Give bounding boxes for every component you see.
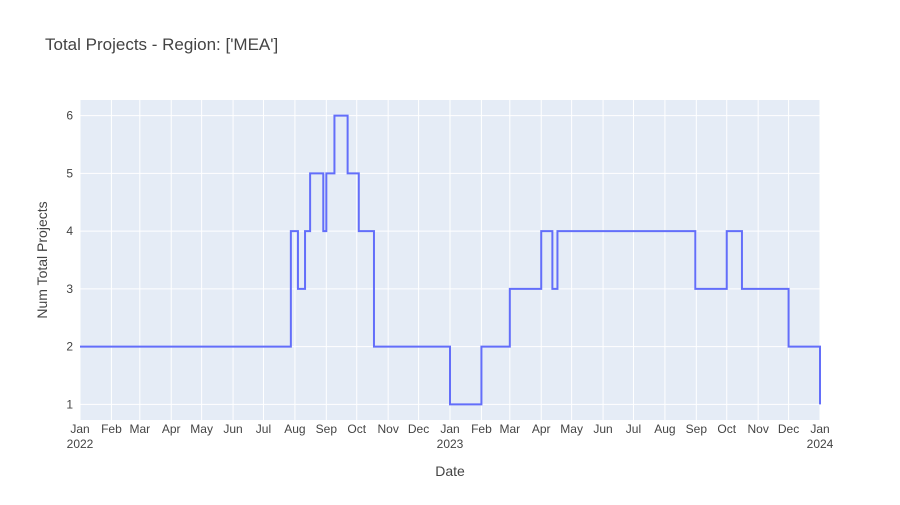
- y-axis-title: Num Total Projects: [34, 201, 50, 318]
- x-tick-label: Feb: [471, 422, 492, 436]
- x-tick-label: Feb: [101, 422, 122, 436]
- y-tick-label: 2: [66, 340, 73, 354]
- x-tick-label: Dec: [408, 422, 429, 436]
- x-axis-title: Date: [435, 463, 465, 479]
- x-tick-label: Apr: [532, 422, 551, 436]
- x-tick-label: May: [560, 422, 583, 436]
- x-tick-label: Sep: [316, 422, 338, 436]
- y-tick-label: 4: [66, 224, 73, 238]
- x-tick-label: Jan: [440, 422, 459, 436]
- x-tick-year-label: 2022: [67, 437, 94, 451]
- y-tick-label: 3: [66, 282, 73, 296]
- x-tick-label: Jan: [810, 422, 829, 436]
- y-tick-label: 5: [66, 166, 73, 180]
- x-tick-label: Jun: [593, 422, 612, 436]
- x-tick-label: May: [190, 422, 213, 436]
- x-tick-label: Nov: [377, 422, 398, 436]
- x-tick-label: Oct: [347, 422, 366, 436]
- x-tick-year-label: 2024: [807, 437, 834, 451]
- x-tick-label: Sep: [686, 422, 708, 436]
- x-tick-year-label: 2023: [437, 437, 464, 451]
- x-tick-label: Oct: [717, 422, 736, 436]
- chart-title: Total Projects - Region: ['MEA']: [45, 35, 278, 54]
- x-tick-label: Aug: [284, 422, 305, 436]
- x-tick-label: Nov: [747, 422, 768, 436]
- x-tick-label: Dec: [778, 422, 799, 436]
- x-tick-label: Mar: [129, 422, 150, 436]
- x-tick-label: Apr: [162, 422, 181, 436]
- x-tick-label: Aug: [654, 422, 675, 436]
- x-tick-label: Jun: [223, 422, 242, 436]
- x-tick-label: Jul: [256, 422, 271, 436]
- x-tick-label: Mar: [499, 422, 520, 436]
- y-axis: 1 2 3 4 5 6: [66, 109, 73, 412]
- x-tick-label: Jan: [70, 422, 89, 436]
- x-tick-label: Jul: [626, 422, 641, 436]
- y-tick-label: 6: [66, 109, 73, 123]
- y-tick-label: 1: [66, 397, 73, 411]
